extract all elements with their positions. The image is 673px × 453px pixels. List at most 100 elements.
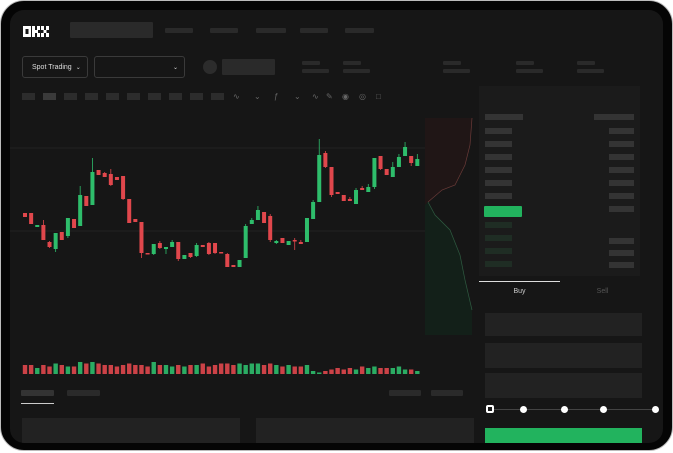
volume-bar	[65, 366, 71, 374]
chevron-down-icon: ⌄	[75, 64, 81, 71]
spot-trading-dropdown[interactable]: Spot Trading ⌄	[22, 56, 88, 78]
ask-amount	[609, 128, 634, 134]
nav-item[interactable]	[210, 28, 238, 33]
orders-panel	[22, 418, 240, 443]
pencil-icon[interactable]: ✎	[326, 92, 333, 101]
candle	[372, 158, 377, 189]
tab-open-orders[interactable]	[21, 390, 54, 396]
slider-step-75[interactable]	[600, 406, 607, 413]
order-book	[479, 86, 640, 276]
tab-order-history[interactable]	[67, 390, 100, 396]
candle-body	[372, 158, 377, 187]
bid-amount	[609, 262, 634, 268]
ask-price	[485, 180, 512, 186]
volume-bar	[225, 363, 230, 374]
candle-body	[213, 243, 218, 253]
fx-icon[interactable]: ƒ	[274, 92, 279, 101]
candle-type-icon[interactable]: ⌄	[254, 92, 261, 101]
candle-body	[286, 241, 291, 245]
volume-bar	[206, 366, 212, 374]
candle-body	[127, 199, 132, 223]
nav-item[interactable]	[256, 28, 286, 33]
candle-body	[347, 199, 352, 201]
volume-bars	[22, 362, 420, 374]
slider-handle[interactable]	[486, 405, 494, 413]
timeframe-button[interactable]	[106, 93, 119, 100]
candle	[378, 156, 383, 170]
bid-price	[485, 248, 512, 254]
candle-body	[59, 232, 64, 240]
candlestick-chart[interactable]	[10, 105, 480, 375]
candle	[274, 240, 279, 244]
fullscreen-icon[interactable]: □	[376, 92, 381, 101]
ask-price	[485, 141, 512, 147]
candle	[390, 162, 395, 177]
nav-item[interactable]	[165, 28, 193, 33]
chevron-down-icon[interactable]: ⌄	[294, 92, 301, 101]
nav-item[interactable]	[300, 28, 328, 33]
bid-depth-area	[425, 202, 472, 335]
timeframe-button[interactable]	[169, 93, 182, 100]
orderbook-header-price	[485, 114, 523, 120]
spot-trading-label: Spot Trading	[32, 63, 72, 71]
filter-button[interactable]	[431, 390, 463, 396]
pair-dropdown[interactable]: ⌄	[94, 56, 185, 78]
timeframe-button[interactable]	[43, 93, 56, 100]
buy-submit-button[interactable]	[485, 428, 642, 443]
slider-step-100[interactable]	[652, 406, 659, 413]
timeframe-button[interactable]	[211, 93, 224, 100]
candle-body	[41, 225, 46, 240]
percent-slider-track[interactable]	[490, 409, 656, 410]
candle	[108, 169, 113, 186]
slider-step-50[interactable]	[561, 406, 568, 413]
volume-bar	[298, 366, 304, 374]
candle-body	[121, 176, 126, 199]
timeframe-button[interactable]	[127, 93, 140, 100]
slider-step-25[interactable]	[520, 406, 527, 413]
nav-item[interactable]	[345, 28, 374, 33]
candle-body	[237, 260, 242, 267]
candle	[213, 243, 218, 254]
candle	[78, 186, 83, 226]
ask-amount	[609, 167, 634, 173]
volume-bar	[341, 369, 346, 374]
search-bar[interactable]	[70, 22, 153, 38]
candle-body	[262, 212, 267, 223]
volume-bar	[163, 365, 169, 374]
candle	[72, 219, 77, 228]
filter-button[interactable]	[389, 390, 421, 396]
timeframe-button[interactable]	[85, 93, 98, 100]
timeframe-button[interactable]	[64, 93, 77, 100]
tab-buy[interactable]: Buy	[513, 288, 526, 295]
camera-icon[interactable]: ◉	[342, 92, 349, 101]
candle	[384, 169, 389, 175]
settings-icon[interactable]: ◎	[359, 92, 366, 101]
volume-bar	[41, 365, 46, 374]
total-input[interactable]	[485, 373, 642, 398]
candle-body	[219, 252, 224, 254]
stat-label	[343, 61, 361, 65]
volume-bar	[151, 362, 156, 374]
candles	[23, 139, 420, 267]
candle	[47, 241, 52, 248]
candle-body	[378, 156, 383, 169]
depth-chart	[425, 117, 473, 335]
timeframe-button[interactable]	[148, 93, 161, 100]
candle	[298, 240, 303, 244]
indicator-icon[interactable]: ∿	[233, 92, 240, 101]
candle-body	[90, 172, 95, 205]
stat-value	[343, 69, 370, 73]
volume-bar	[310, 371, 316, 374]
line-tool-icon[interactable]: ∿	[312, 92, 319, 101]
candle-body	[298, 242, 303, 244]
timeframe-button[interactable]	[190, 93, 203, 100]
tab-sell[interactable]: Sell	[596, 288, 609, 295]
okx-logo[interactable]	[23, 26, 49, 37]
amount-input[interactable]	[485, 343, 642, 368]
timeframe-button[interactable]	[22, 93, 35, 100]
stat-label	[302, 61, 320, 65]
volume-bar	[255, 363, 261, 374]
candle-body	[323, 153, 328, 167]
candle	[59, 232, 64, 240]
price-input[interactable]	[485, 313, 642, 336]
